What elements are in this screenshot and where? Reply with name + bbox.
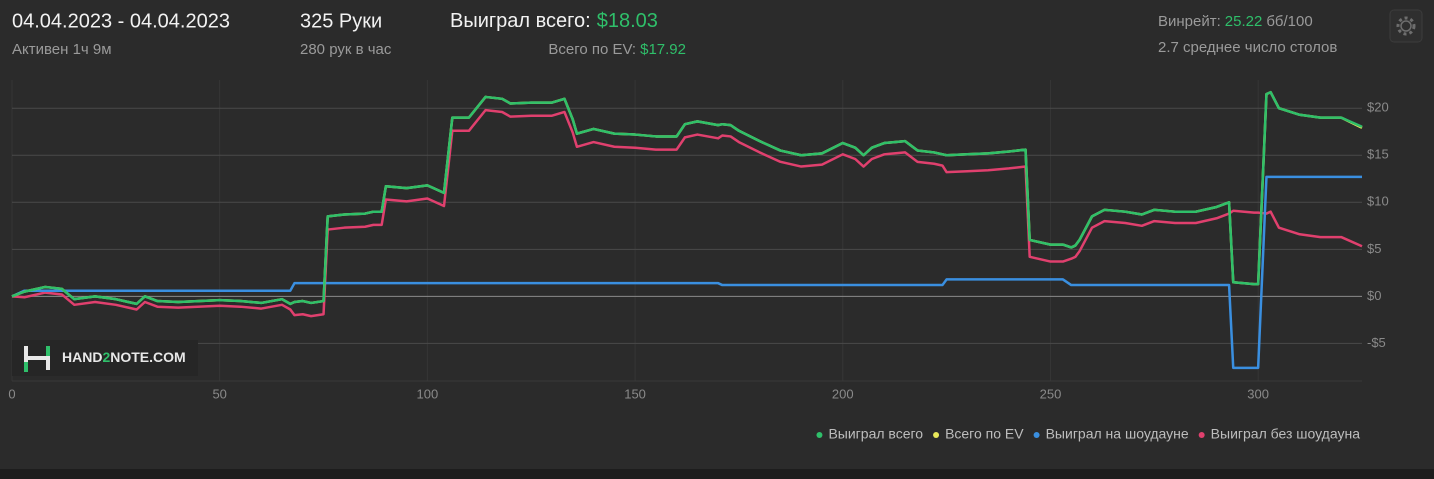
watermark-text: HAND2NOTE.COM [62,349,186,365]
y-tick-label: $0 [1367,288,1381,303]
ev-value: $17.92 [640,41,686,58]
winrate: Винрейт: 25.22 бб/100 [1158,13,1313,30]
gear-body [1400,20,1412,32]
legend-dot [816,432,823,438]
y-tick-label: $20 [1367,100,1389,115]
x-tick-label: 150 [624,386,646,401]
wm-part: HAND [62,349,102,365]
x-tick-label: 50 [212,386,226,401]
legend-dot [1198,432,1205,438]
background [0,0,1434,469]
wm-part: NOTE.COM [110,349,185,365]
ev-label: Всего по EV: [548,41,636,58]
series-line [11,90,1363,306]
ev-total: Всего по EV: $17.92 [548,41,686,58]
settings-frame[interactable] [1389,9,1423,43]
date-range: 04.04.2023 - 04.04.2023 [12,10,230,32]
x-tick-label: 300 [1247,386,1269,401]
footer-strip [0,469,1434,479]
y-tick-label: $15 [1367,147,1389,162]
legend-label: Выиграл всего [828,426,923,442]
legend-dot [1033,432,1040,438]
x-tick-label: 200 [832,386,854,401]
gear-teeth [1396,16,1416,36]
y-tick-label: $10 [1367,194,1389,209]
settings-button[interactable] [1389,9,1423,43]
legend-label: Выиграл без шоудауна [1211,426,1361,442]
legend-label: Выиграл на шоудауне [1046,426,1189,442]
y-tick-label: $5 [1367,241,1381,256]
x-tick-label: 0 [8,386,15,401]
avg-tables: 2.7 среднее число столов [1158,39,1337,56]
active-time: Активен 1ч 9м [12,41,112,58]
logo-accent [24,346,50,372]
winrate-unit: бб/100 [1266,13,1312,30]
won-value: $18.03 [597,10,658,32]
plot: 0 50 100 150 200 250 300 -$5 $0 $5 $10 $15 $20 [8,80,1389,401]
y-tick-label: -$5 [1367,335,1386,350]
legend-label: Всего по EV [945,426,1024,442]
won-total: Выиграл всего: $18.03 [450,10,658,32]
winrate-label: Винрейт: [1158,13,1221,30]
series-line [11,175,1362,370]
hands: 325 Руки [300,10,382,32]
winrate-value: 25.22 [1225,13,1263,30]
x-tick-label: 100 [417,386,439,401]
series-line [11,108,1363,318]
won-label: Выиграл всего: [450,10,591,32]
hands-per-hour: 280 рук в час [300,41,392,58]
x-tick-label: 250 [1040,386,1062,401]
wm-part: 2 [102,349,110,365]
watermark: HAND2NOTE.COM [12,340,198,376]
legend: Выиграл без шоудауна Выиграл на шоудауне В… [816,426,1360,442]
legend-dot [933,432,940,438]
